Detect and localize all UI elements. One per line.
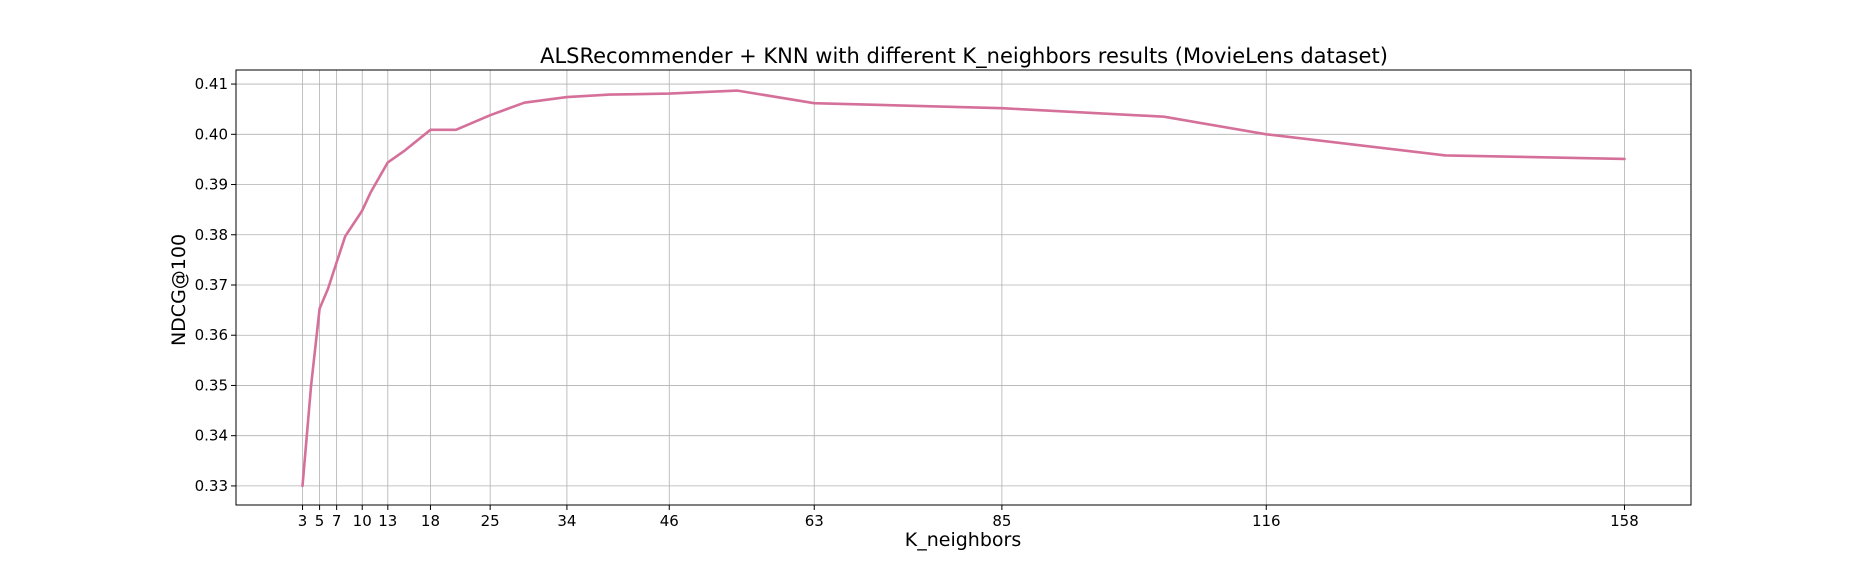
y-tick-label: 0.40 xyxy=(195,125,228,143)
tick-labels: 3 5 7 10 13 18 25 34 46 63 85 116 158 0.33 0.34 0.35 0.3… xyxy=(195,75,1639,530)
x-tick-label: 63 xyxy=(805,512,824,530)
y-tick-label: 0.37 xyxy=(195,276,228,294)
y-tick-label: 0.41 xyxy=(195,75,228,93)
chart-title: ALSRecommender + KNN with different K_ne… xyxy=(540,44,1388,69)
plot-area-frame xyxy=(235,69,1692,506)
x-tick-label: 85 xyxy=(992,512,1011,530)
series-layer xyxy=(301,89,1626,488)
x-tick-label: 5 xyxy=(315,512,325,530)
y-tick-label: 0.34 xyxy=(195,427,228,445)
x-tick-label: 13 xyxy=(378,512,397,530)
tick-marks xyxy=(231,83,1625,510)
x-axis-title: K_neighbors xyxy=(905,529,1021,551)
x-tick-label: 158 xyxy=(1610,512,1639,530)
x-tick-label: 46 xyxy=(660,512,679,530)
x-tick-label: 25 xyxy=(481,512,500,530)
x-tick-label: 10 xyxy=(353,512,372,530)
x-tick-label: 116 xyxy=(1252,512,1281,530)
y-tick-label: 0.39 xyxy=(195,176,228,194)
y-tick-label: 0.35 xyxy=(195,376,228,394)
y-axis-title: NDCG@100 xyxy=(168,234,190,346)
x-tick-label: 7 xyxy=(332,512,342,530)
series-line xyxy=(301,89,1626,488)
x-tick-label: 3 xyxy=(298,512,308,530)
x-tick-label: 18 xyxy=(421,512,440,530)
y-tick-label: 0.38 xyxy=(195,226,228,244)
y-tick-label: 0.36 xyxy=(195,326,228,344)
grid-lines xyxy=(236,70,1691,505)
x-tick-label: 34 xyxy=(557,512,576,530)
y-tick-label: 0.33 xyxy=(195,477,228,495)
